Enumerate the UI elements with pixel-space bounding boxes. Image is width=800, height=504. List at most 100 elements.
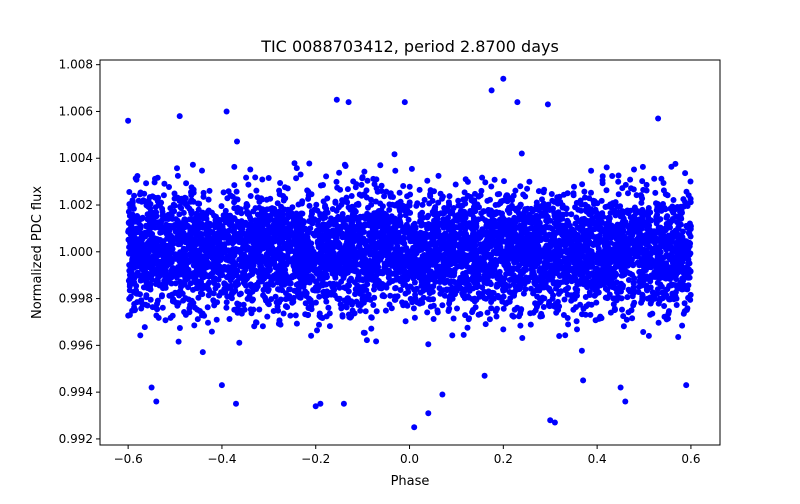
data-point — [490, 231, 497, 237]
data-point — [187, 230, 193, 237]
data-point — [379, 292, 386, 299]
data-point — [127, 204, 134, 211]
data-point — [527, 310, 534, 317]
data-point — [504, 232, 511, 239]
data-point — [287, 312, 294, 319]
data-point — [542, 244, 549, 251]
data-point — [343, 194, 350, 201]
data-point — [323, 173, 330, 180]
data-point — [602, 204, 609, 210]
data-point — [419, 201, 426, 208]
data-point — [171, 190, 178, 197]
data-point — [455, 197, 462, 204]
data-point — [542, 280, 549, 287]
data-point — [554, 270, 560, 277]
data-point — [149, 193, 156, 200]
data-point — [199, 310, 206, 317]
data-point — [581, 188, 588, 195]
data-point — [308, 191, 315, 198]
data-point — [518, 150, 525, 157]
data-point — [640, 329, 647, 335]
data-point — [680, 228, 686, 235]
data-point — [152, 281, 159, 287]
data-point — [187, 280, 194, 287]
data-point — [345, 295, 351, 302]
data-point — [126, 262, 133, 268]
data-point — [341, 303, 348, 310]
data-point — [644, 275, 651, 282]
data-point — [579, 181, 586, 188]
data-point — [362, 308, 369, 315]
data-point — [557, 265, 564, 272]
data-point — [530, 290, 537, 297]
data-point — [214, 256, 221, 263]
data-point — [421, 196, 428, 203]
data-point — [623, 316, 630, 323]
data-point — [256, 306, 263, 313]
data-point — [535, 188, 542, 195]
data-point — [633, 192, 640, 199]
data-point — [178, 205, 185, 212]
data-point — [494, 270, 501, 277]
data-point — [488, 305, 495, 312]
data-point — [503, 192, 510, 199]
data-point — [259, 323, 266, 330]
data-point — [363, 287, 370, 294]
data-point — [583, 266, 590, 273]
data-point — [685, 294, 692, 301]
data-point — [480, 276, 487, 283]
data-point — [413, 239, 420, 245]
data-point — [439, 302, 446, 309]
data-point — [486, 316, 493, 323]
data-point — [484, 309, 491, 316]
data-point — [488, 183, 495, 190]
data-point — [649, 310, 656, 317]
data-point — [494, 305, 500, 312]
data-point — [268, 212, 275, 219]
data-point — [317, 212, 324, 219]
data-point — [267, 267, 273, 273]
data-point — [407, 283, 414, 290]
data-point — [681, 308, 688, 315]
data-point — [546, 303, 553, 310]
data-point — [181, 194, 188, 201]
data-point — [611, 307, 618, 314]
data-point — [149, 219, 156, 226]
data-point — [306, 218, 313, 225]
data-point — [368, 314, 375, 321]
data-point — [469, 277, 476, 284]
data-point — [577, 258, 584, 265]
data-point — [143, 294, 150, 301]
data-point — [336, 169, 343, 176]
data-point — [564, 190, 571, 197]
data-point — [368, 201, 375, 208]
data-point — [588, 263, 595, 270]
data-point — [126, 189, 133, 195]
data-point — [452, 213, 459, 220]
data-point — [231, 182, 238, 189]
data-point — [352, 286, 359, 293]
data-point — [174, 172, 181, 179]
data-point — [430, 316, 437, 322]
data-point — [342, 163, 349, 169]
data-point — [640, 186, 647, 193]
data-point — [310, 287, 317, 293]
data-point — [548, 191, 555, 197]
data-point — [398, 261, 405, 268]
data-point — [374, 221, 381, 228]
data-point — [174, 217, 181, 224]
data-point — [236, 291, 243, 298]
data-point — [153, 312, 160, 319]
data-point — [506, 283, 513, 289]
data-point — [425, 341, 432, 348]
data-point — [147, 286, 154, 293]
data-point — [382, 307, 389, 314]
data-point — [566, 235, 573, 242]
data-point — [228, 295, 235, 302]
data-point — [463, 263, 470, 270]
data-point — [527, 218, 533, 225]
data-point — [512, 187, 519, 194]
data-point — [355, 201, 362, 208]
data-point — [524, 205, 531, 212]
data-point — [655, 319, 662, 326]
